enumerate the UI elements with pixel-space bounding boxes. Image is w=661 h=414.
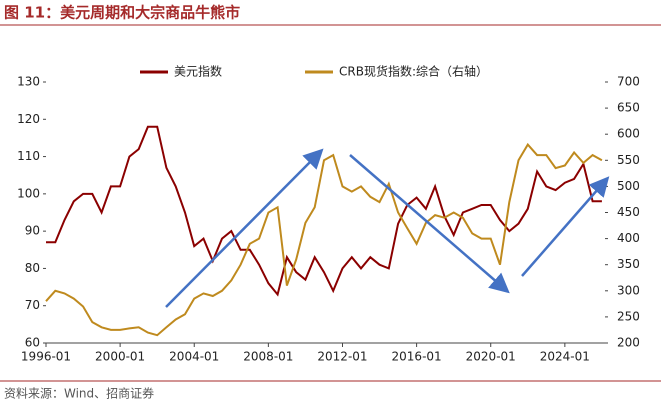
y2-tick-label: 200	[617, 336, 640, 350]
y2-tick-label: 650	[617, 101, 640, 115]
y2-tick-label: 500	[617, 179, 640, 193]
arrow	[521, 176, 610, 277]
legend-label: 美元指数	[174, 64, 222, 79]
arrows	[165, 148, 610, 308]
x-tick-label: 2012-01	[317, 350, 367, 364]
y-tick-label: 100	[17, 186, 40, 200]
y2-tick-label: 300	[617, 283, 640, 297]
line-series	[46, 125, 602, 297]
y-tick-label: 60	[25, 336, 40, 350]
x-tick-label: 2004-01	[169, 350, 219, 364]
arrow	[349, 154, 510, 294]
y2-tick-label: 600	[617, 127, 640, 141]
y-tick-label: 90	[25, 224, 40, 238]
arrow	[165, 148, 324, 308]
x-tick-label: 1996-01	[21, 350, 71, 364]
chart-title: 图 11：美元周期和大宗商品牛熊市	[4, 4, 240, 22]
y-tick-label: 120	[17, 112, 40, 126]
source: 资料来源：Wind、招商证券	[4, 386, 154, 401]
x-tick-label: 2008-01	[243, 350, 293, 364]
y2-tick-label: 700	[617, 75, 640, 89]
y2-tick-label: 550	[617, 153, 640, 167]
x-tick-label: 2000-01	[95, 350, 145, 364]
y-tick-label: 110	[17, 149, 40, 163]
y-tick-label: 130	[17, 75, 40, 89]
x-tick-label: 2024-01	[540, 350, 590, 364]
y2-tick-label: 250	[617, 309, 640, 323]
x-tick-label: 2016-01	[392, 350, 442, 364]
legend-label: CRB现货指数:综合（右轴）	[339, 64, 488, 79]
y-tick-label: 70	[25, 298, 40, 312]
y2-tick-label: 350	[617, 257, 640, 271]
y2-tick-label: 450	[617, 205, 640, 219]
y-tick-label: 80	[25, 261, 40, 275]
x-tick-label: 2020-01	[466, 350, 516, 364]
line-series	[45, 142, 603, 337]
y2-tick-label: 400	[617, 231, 640, 245]
